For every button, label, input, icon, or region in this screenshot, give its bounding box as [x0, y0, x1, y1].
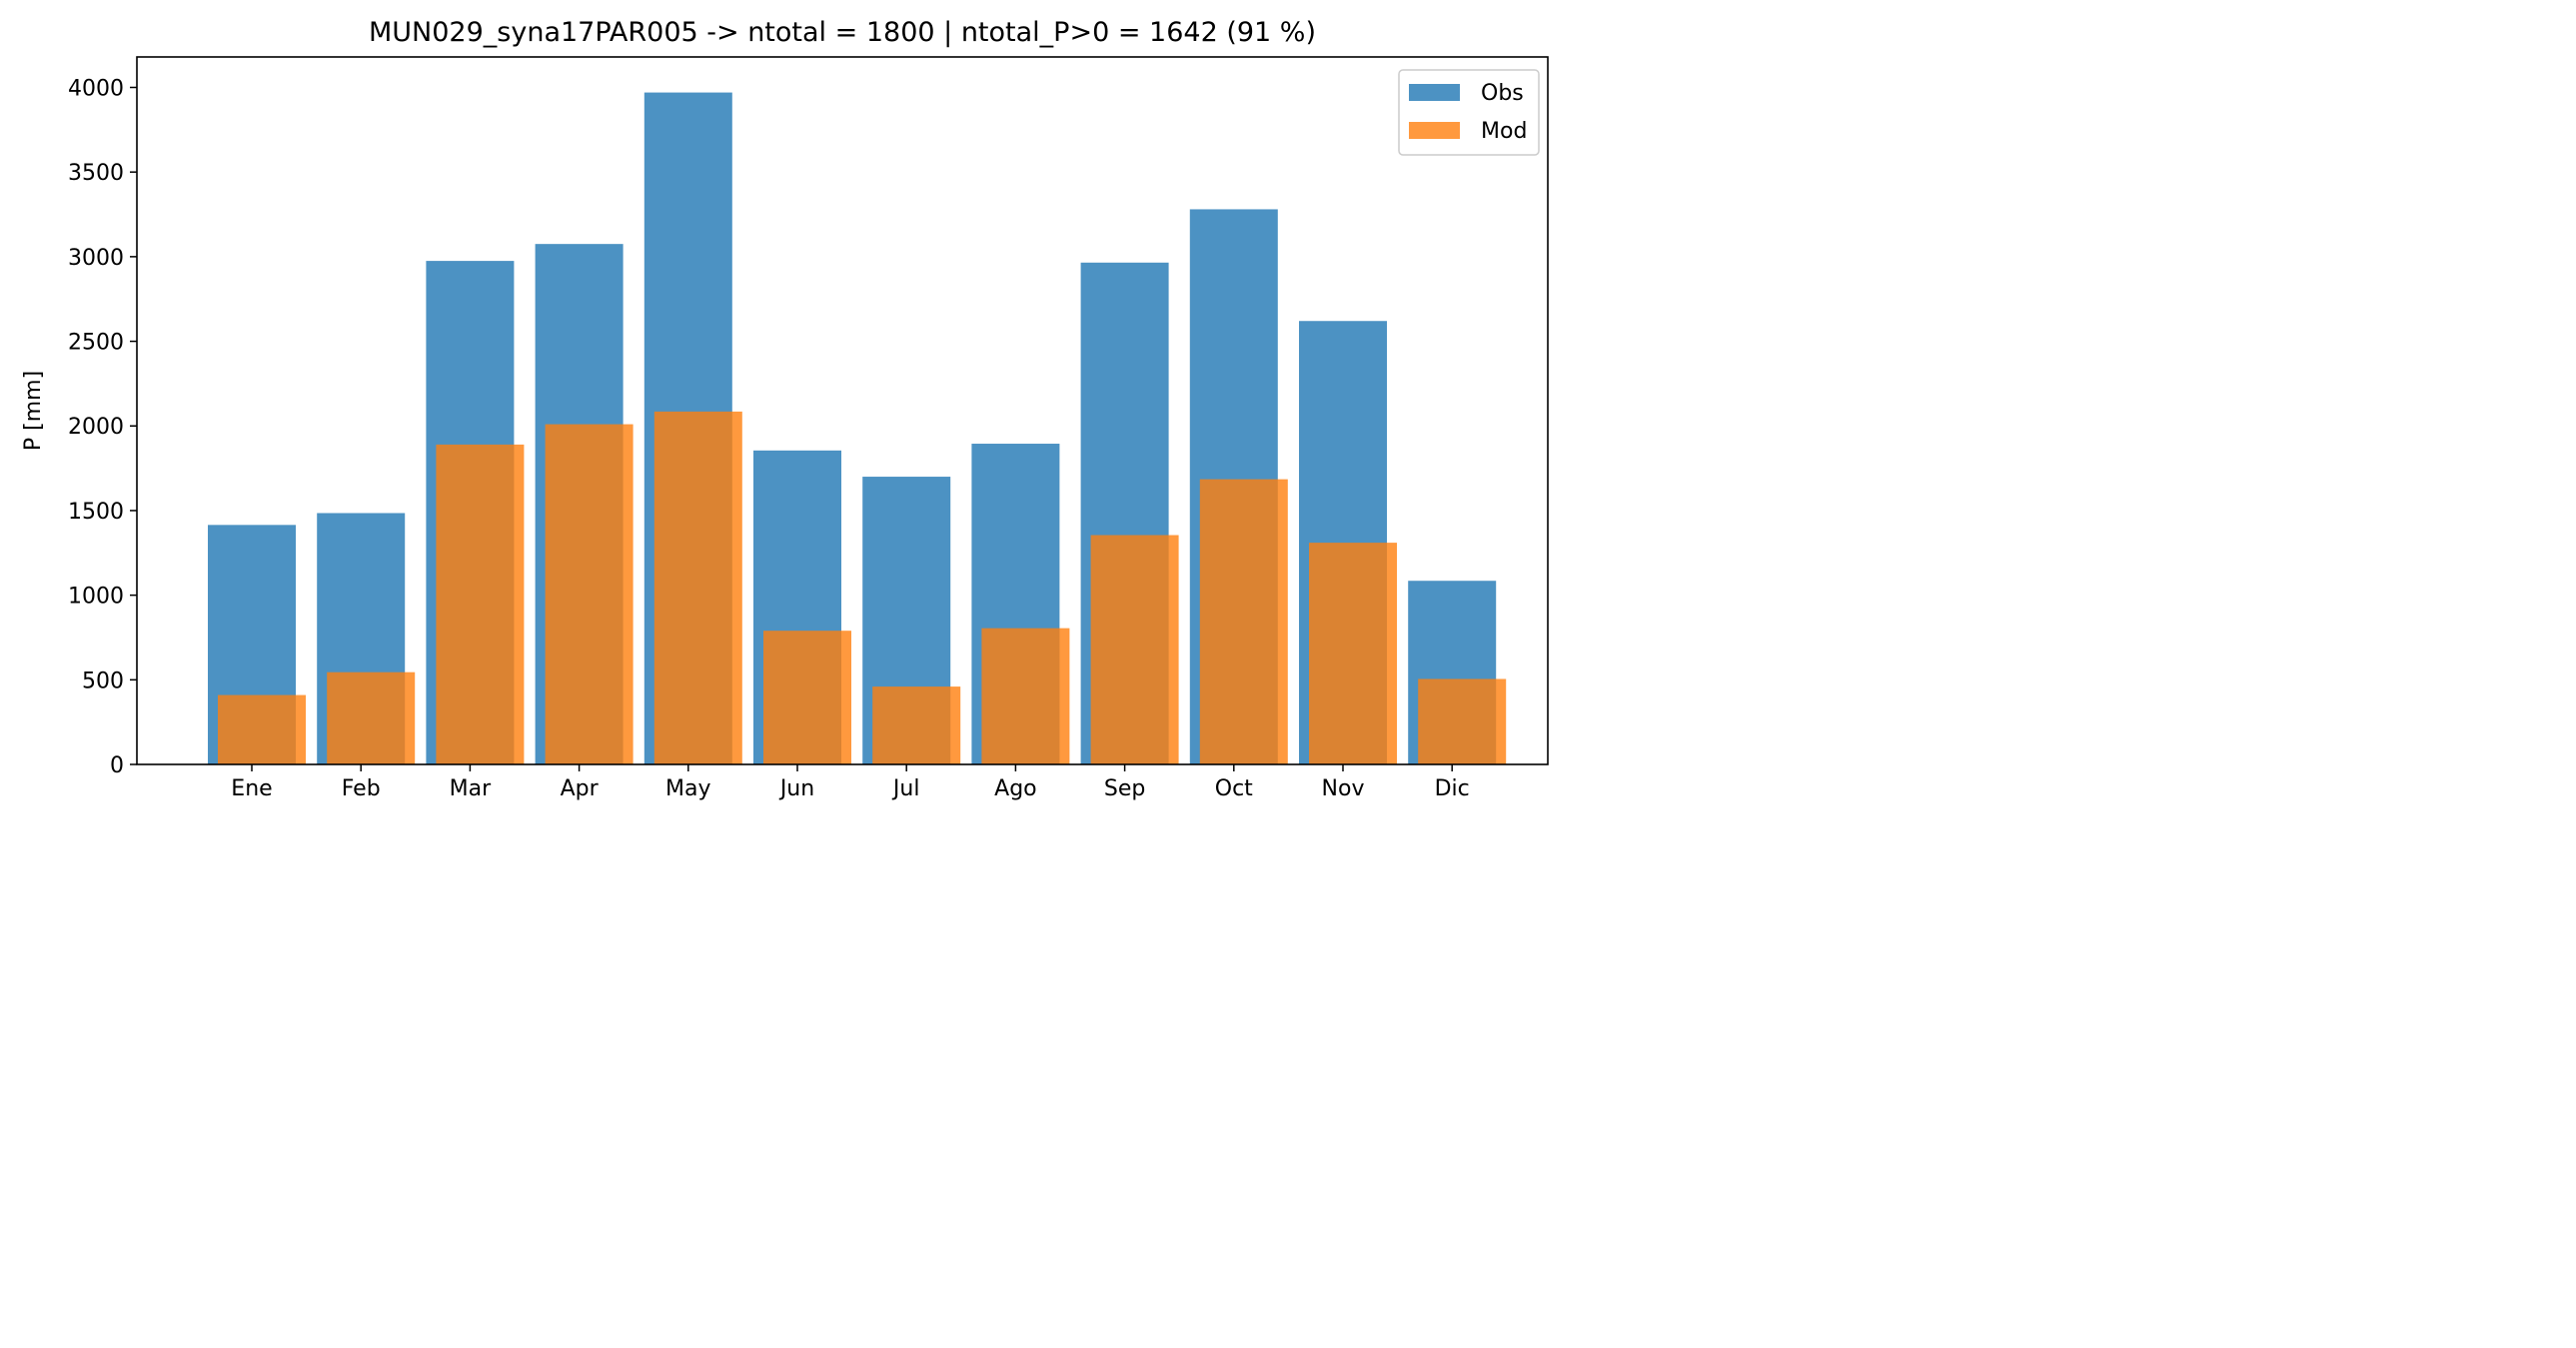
- x-tick-label-jun: Jun: [778, 776, 814, 801]
- x-tick-label-may: May: [665, 776, 710, 801]
- x-tick-label-dic: Dic: [1435, 776, 1470, 801]
- y-tick-label-0: 0: [110, 753, 124, 778]
- y-tick-label-4000: 4000: [68, 76, 124, 101]
- bar-mod-sep: [1090, 535, 1179, 764]
- bar-mod-jun: [763, 631, 851, 764]
- x-tick-label-oct: Oct: [1215, 776, 1253, 801]
- bar-mod-feb: [327, 672, 416, 764]
- x-axis: Ene Feb Mar Apr May Jun Jul Ago Sep Oct Nov Dic: [231, 764, 1470, 801]
- y-tick-label-2000: 2000: [68, 415, 124, 440]
- legend-swatch-obs: [1409, 84, 1460, 101]
- x-tick-label-feb: Feb: [342, 776, 381, 801]
- y-tick-label-3000: 3000: [68, 246, 124, 271]
- bars-layer: [208, 92, 1507, 765]
- plot-frame: [136, 56, 1549, 765]
- x-tick-label-jul: Jul: [891, 776, 920, 801]
- x-tick-label-ago: Ago: [994, 776, 1036, 801]
- legend-label-mod: Mod: [1481, 119, 1527, 144]
- y-axis: 0 500 1000 1500 2000 2500 3000 3500 4000: [68, 76, 137, 778]
- bar-mod-apr: [545, 424, 634, 764]
- x-tick-label-sep: Sep: [1104, 776, 1145, 801]
- y-tick-label-1000: 1000: [68, 585, 124, 610]
- bar-mod-ago: [981, 628, 1070, 764]
- bar-mod-mar: [436, 444, 525, 764]
- y-tick-label-3500: 3500: [68, 161, 124, 186]
- bar-mod-oct: [1199, 479, 1288, 764]
- x-tick-label-ene: Ene: [231, 776, 272, 801]
- x-tick-label-mar: Mar: [450, 776, 492, 801]
- legend-swatch-mod: [1409, 122, 1460, 139]
- y-tick-label-500: 500: [82, 669, 124, 693]
- y-tick-label-2500: 2500: [68, 331, 124, 356]
- y-tick-label-1500: 1500: [68, 500, 124, 525]
- legend: Obs Mod: [1398, 69, 1540, 156]
- bar-mod-may: [653, 411, 742, 764]
- chart: MUN029_syna17PAR005 -> ntotal = 1800 | n…: [21, 17, 1549, 801]
- y-axis-label: P [mm]: [21, 371, 46, 451]
- bar-mod-dic: [1418, 678, 1507, 764]
- bar-mod-ene: [218, 694, 306, 764]
- x-tick-label-nov: Nov: [1322, 776, 1365, 801]
- bar-mod-nov: [1309, 543, 1397, 764]
- chart-title: MUN029_syna17PAR005 -> ntotal = 1800 | n…: [369, 17, 1316, 48]
- x-tick-label-apr: Apr: [561, 776, 600, 801]
- bar-mod-jul: [872, 686, 961, 764]
- legend-label-obs: Obs: [1481, 81, 1524, 106]
